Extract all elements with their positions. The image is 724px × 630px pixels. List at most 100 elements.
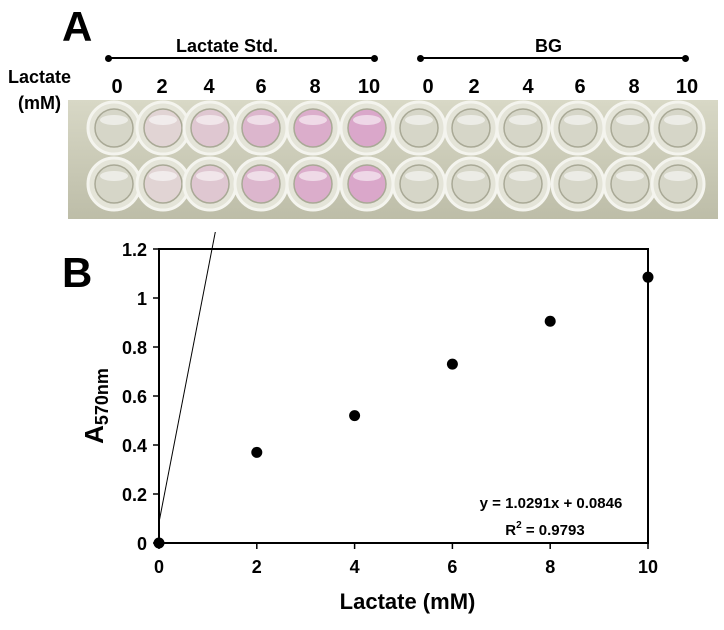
conc-label: 8 — [309, 76, 321, 98]
well-highlight — [664, 171, 692, 181]
conc-label: 0 — [422, 76, 434, 98]
well-highlight — [405, 115, 433, 125]
well-liquid — [451, 164, 491, 204]
well-highlight — [509, 171, 537, 181]
trendline — [158, 232, 216, 523]
group-line-bg — [417, 54, 689, 62]
well-highlight — [196, 171, 224, 181]
y-tick-label: 0.6 — [122, 387, 147, 407]
r-squared-prefix: R — [505, 522, 516, 539]
well-liquid — [241, 108, 281, 148]
group-dot-left — [105, 54, 112, 62]
well-highlight — [457, 171, 485, 181]
conc-label: 10 — [357, 76, 381, 98]
y-tick-label: 1 — [137, 289, 147, 309]
x-tick-label: 4 — [350, 557, 360, 577]
well-highlight — [196, 115, 224, 125]
row-label-lactate: Lactate — [8, 67, 72, 87]
well-liquid — [293, 164, 333, 204]
x-tick-label: 6 — [447, 557, 457, 577]
group-dot-right — [371, 54, 378, 62]
row-label-unit: (mM) — [18, 93, 61, 113]
calibration-chart: 0 2 4 6 8 10 0 0.2 0.4 0.6 0.8 1 1.2 Lactate (mM) A570… — [79, 232, 658, 614]
conc-label: 2 — [156, 76, 168, 98]
well-highlight — [616, 115, 644, 125]
well-liquid — [94, 108, 134, 148]
well-highlight — [247, 171, 275, 181]
well-liquid — [399, 164, 439, 204]
y-axis-label-subscript: 570nm — [92, 368, 112, 425]
well-highlight — [353, 171, 381, 181]
well-highlight — [564, 171, 592, 181]
conc-label: 4 — [203, 76, 215, 98]
well-liquid — [658, 108, 698, 148]
well-highlight — [457, 115, 485, 125]
well-liquid — [399, 108, 439, 148]
x-axis-label: Lactate (mM) — [340, 589, 476, 614]
well-liquid — [503, 108, 543, 148]
y-tick-label: 0.8 — [122, 338, 147, 358]
well-liquid — [658, 164, 698, 204]
conc-label: 2 — [468, 76, 480, 98]
well-highlight — [564, 115, 592, 125]
group-line-lactate-std — [105, 54, 378, 62]
x-tick-label: 10 — [638, 557, 658, 577]
group-dot-right — [682, 54, 689, 62]
x-tick-label: 0 — [154, 557, 164, 577]
well-highlight — [664, 115, 692, 125]
well-liquid — [451, 108, 491, 148]
well-highlight — [299, 115, 327, 125]
well-highlight — [405, 171, 433, 181]
well-liquid — [610, 164, 650, 204]
well-liquid — [347, 108, 387, 148]
equation-label: y = 1.0291x + 0.0846 — [480, 495, 623, 512]
y-tick-label: 0 — [137, 534, 147, 554]
data-point — [251, 446, 263, 458]
conc-label: 6 — [574, 76, 586, 98]
well-plate-photo — [68, 100, 718, 219]
x-tick-label: 8 — [545, 557, 555, 577]
panel-b-label: B — [62, 249, 93, 296]
conc-label: 6 — [255, 76, 267, 98]
y-tick-label: 0.4 — [122, 436, 147, 456]
well-highlight — [149, 171, 177, 181]
conc-label: 0 — [111, 76, 123, 98]
data-point — [544, 315, 556, 327]
well-highlight — [299, 171, 327, 181]
well-liquid — [94, 164, 134, 204]
well-liquid — [558, 108, 598, 148]
well-highlight — [100, 115, 128, 125]
well-highlight — [149, 115, 177, 125]
data-point — [446, 358, 458, 370]
r-squared-value: = 0.9793 — [522, 522, 585, 539]
group-title-lactate-std: Lactate Std. — [166, 35, 289, 57]
well-liquid — [241, 164, 281, 204]
conc-label: 4 — [522, 76, 534, 98]
data-point — [153, 537, 165, 549]
well-liquid — [293, 108, 333, 148]
r-squared-label: R2 = 0.9793 — [505, 520, 584, 539]
well-highlight — [616, 171, 644, 181]
well-liquid — [190, 108, 230, 148]
r-squared-superscript: 2 — [516, 520, 522, 531]
well-liquid — [143, 164, 183, 204]
well-highlight — [247, 115, 275, 125]
well-highlight — [509, 115, 537, 125]
panel-a-label: A — [62, 3, 93, 50]
well-liquid — [503, 164, 543, 204]
data-point — [642, 271, 654, 283]
conc-label: 10 — [675, 76, 699, 98]
group-title-bg: BG — [525, 35, 572, 57]
y-axis-label: A570nm — [79, 368, 112, 444]
group-dot-left — [417, 54, 424, 62]
y-tick-label: 1.2 — [122, 240, 147, 260]
well-highlight — [100, 171, 128, 181]
data-point — [349, 410, 361, 422]
well-liquid — [347, 164, 387, 204]
well-liquid — [190, 164, 230, 204]
y-tick-label: 0.2 — [122, 485, 147, 505]
well-liquid — [558, 164, 598, 204]
x-tick-label: 2 — [252, 557, 262, 577]
conc-label: 8 — [628, 76, 640, 98]
well-highlight — [353, 115, 381, 125]
